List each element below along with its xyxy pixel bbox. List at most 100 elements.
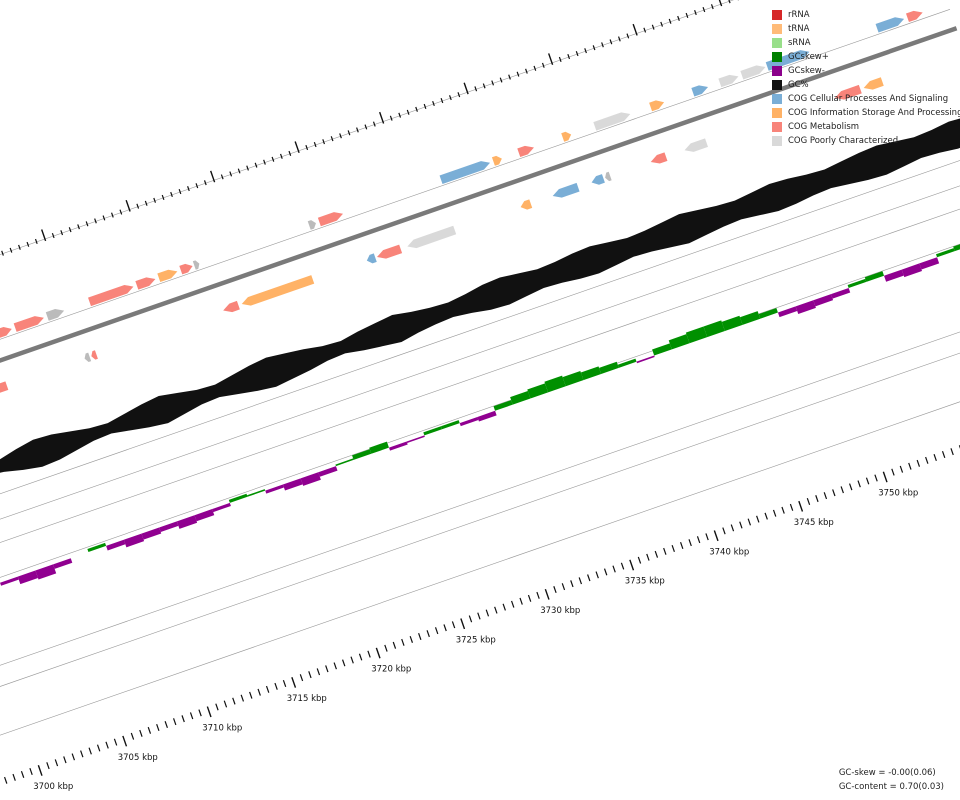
- gc-skew-negative-bar: [106, 539, 126, 551]
- outer-axis-tick: [601, 42, 604, 48]
- guide-line: [0, 243, 960, 578]
- gene-arrow: [650, 152, 668, 164]
- axis-tick: [806, 497, 811, 506]
- outer-axis-tick: [525, 68, 528, 74]
- axis-tick: [375, 647, 381, 659]
- axis-tick: [80, 750, 84, 758]
- axis-tick: [139, 729, 143, 737]
- axis-tick: [705, 533, 709, 541]
- outer-axis-tick: [246, 165, 249, 171]
- axis-tick-label: 3720 kbp: [371, 665, 411, 675]
- axis-tick: [232, 697, 236, 705]
- outer-axis-tick: [372, 121, 376, 127]
- gc-skew-stat: GC-skew = -0.00(0.06): [838, 768, 936, 778]
- outer-axis-tick: [263, 159, 266, 165]
- legend-label: COG Cellular Processes And Signaling: [788, 94, 949, 104]
- gene-arrow: [376, 244, 403, 259]
- axis-tick: [265, 685, 270, 693]
- outer-axis-tick: [1, 250, 4, 256]
- outer-axis-tick: [592, 45, 596, 51]
- gc-skew-negative-bar: [777, 306, 798, 318]
- axis-tick: [63, 756, 67, 764]
- gc-skew-positive-bar: [510, 390, 531, 405]
- axis-tick-label: 3710 kbp: [202, 723, 242, 733]
- gene-arrow: [834, 84, 862, 100]
- legend-item-trna: tRNA: [772, 22, 960, 36]
- gene-arrow: [491, 155, 502, 166]
- axis-tick: [764, 512, 768, 520]
- axis-tick: [941, 451, 946, 459]
- gc-skew-negative-bar: [459, 416, 479, 427]
- axis-tick: [105, 741, 109, 749]
- axis-tick: [781, 506, 785, 514]
- gc-skew-negative-bar: [919, 257, 940, 270]
- axis-tick: [426, 630, 430, 638]
- gene-arrow: [718, 74, 739, 88]
- axis-tick: [358, 653, 363, 661]
- gc-skew-negative-bar: [212, 502, 231, 513]
- axis-tick: [333, 662, 337, 670]
- outer-axis-tick: [60, 230, 64, 236]
- legend-label: rRNA: [788, 10, 810, 20]
- gc-skew-negative-bar: [636, 355, 655, 364]
- outer-axis-tick: [271, 156, 275, 162]
- outer-axis-tick: [710, 4, 714, 10]
- axis-tick-label: 3715 kbp: [287, 694, 327, 704]
- axis-tick: [739, 521, 743, 529]
- legend-swatch: [772, 94, 782, 104]
- gc-skew-negative-bar: [0, 576, 19, 586]
- legend-label: sRNA: [788, 38, 811, 48]
- gc-skew-negative-bar: [300, 472, 321, 486]
- axis-tick: [20, 770, 25, 778]
- gene-arrow: [875, 17, 905, 33]
- gene-arrow: [192, 260, 200, 270]
- axis-tick: [130, 732, 135, 740]
- gc-skew-positive-bar: [580, 366, 602, 381]
- gene-arrow: [649, 100, 665, 112]
- outer-axis-tick: [643, 27, 647, 33]
- axis-tick: [848, 483, 853, 491]
- outer-axis-tick: [305, 144, 309, 151]
- gc-skew-negative-bar: [35, 564, 57, 580]
- outer-axis-tick: [406, 109, 410, 115]
- gc-skew-positive-bar: [493, 400, 513, 411]
- gc-skew-negative-bar: [123, 533, 145, 548]
- axis-tick: [384, 644, 388, 652]
- axis-tick: [916, 459, 921, 467]
- guide-line: [0, 160, 960, 495]
- outer-axis-tick: [558, 56, 562, 63]
- gene-arrow: [91, 350, 98, 360]
- axis-tick: [570, 580, 574, 588]
- gc-skew-negative-bar: [830, 287, 851, 299]
- gc-skew-positive-bar: [369, 441, 389, 454]
- legend-swatch: [772, 10, 782, 20]
- outer-axis-tick: [85, 221, 89, 227]
- outer-axis-tick: [187, 186, 190, 192]
- axis-tick: [502, 603, 506, 611]
- axis-tick: [865, 477, 870, 485]
- outer-axis-tick: [632, 23, 638, 36]
- genome-backbone: [0, 26, 958, 363]
- axis-tick: [494, 606, 498, 614]
- outer-axis-tick: [153, 197, 157, 203]
- outer-axis-tick: [533, 65, 537, 71]
- outer-axis-tick: [668, 18, 672, 24]
- gc-skew-positive-bar: [721, 315, 743, 331]
- axis-tick: [730, 524, 735, 532]
- outer-axis-tick: [294, 141, 300, 154]
- outer-axis-tick: [237, 168, 241, 174]
- gc-skew-positive-bar: [847, 278, 867, 288]
- guide-line: [0, 352, 960, 687]
- axis-tick: [96, 744, 101, 752]
- gene-arrow: [517, 145, 534, 157]
- axis-tick: [189, 712, 194, 720]
- outer-axis-tick: [356, 127, 359, 133]
- axis-tick: [308, 671, 312, 679]
- axis-tick-label: 3725 kbp: [456, 635, 496, 645]
- outer-axis-tick: [347, 130, 351, 136]
- stats-panel: GC-skew = -0.00(0.06) GC-content = 0.70(…: [839, 766, 944, 794]
- gene-arrow: [241, 275, 315, 306]
- axis-tick: [798, 500, 804, 512]
- gene-arrow: [366, 253, 377, 264]
- legend-item-gcskew-pos: GCskew+: [772, 50, 960, 64]
